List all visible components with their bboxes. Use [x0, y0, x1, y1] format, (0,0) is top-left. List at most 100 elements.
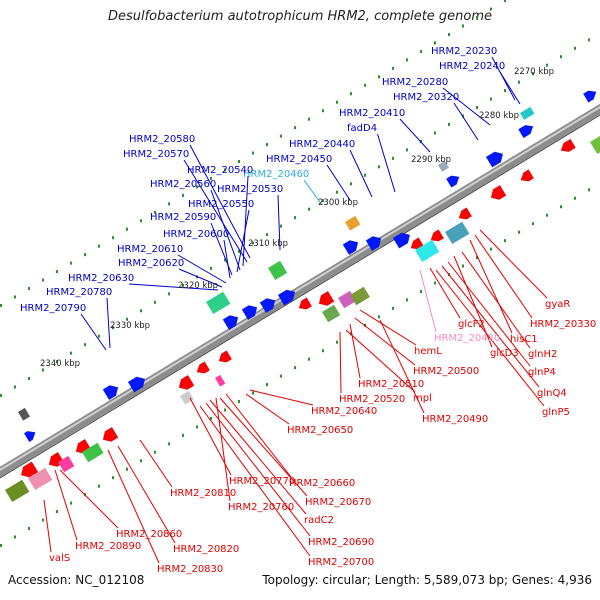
upper-label-connector [399, 118, 431, 153]
upper-gene-label: HRM2_20780 [46, 287, 112, 298]
gc-dot-upper [252, 241, 254, 245]
gc-dot-lower [350, 332, 352, 336]
gc-dot-outer [210, 176, 212, 180]
upper-gene-label: HRM2_20620 [118, 258, 184, 269]
lower-label-connector [107, 449, 160, 564]
gc-dot-upper [294, 216, 296, 220]
gc-dot-lower [98, 484, 100, 488]
gc-dot-upper [70, 351, 72, 355]
gc-dot-lower [14, 535, 16, 539]
upper-label-connector [236, 209, 250, 273]
kbp-tick-label: 2330 kbp [110, 321, 150, 331]
feature-block [589, 135, 600, 155]
upper-gene-label: HRM2_20410 [339, 108, 405, 119]
gc-dot-lower [336, 340, 338, 344]
forward-gene-arrow [518, 124, 534, 139]
gc-dot-lower [140, 459, 142, 463]
upper-gene-label: HRM2_20280 [382, 77, 448, 88]
gc-dot-lower [420, 289, 422, 293]
lower-label-connector [345, 329, 416, 393]
gc-dot-upper [518, 80, 520, 84]
gc-dot-upper [378, 165, 380, 169]
gc-dot-upper [322, 199, 324, 203]
reverse-gene-arrow [490, 184, 507, 200]
gc-dot-upper [588, 38, 590, 42]
kbp-ticks: 2270 kbp 2280 kbp 2290 kbp 2300 kbp 2310 kbp… [40, 67, 554, 369]
gc-dot-upper [350, 182, 352, 186]
upper-label-connector [349, 149, 373, 198]
reverse-gene-arrow [520, 169, 535, 182]
gc-dot-lower [406, 298, 408, 302]
feature-block [445, 221, 470, 245]
gc-dot-outer [392, 66, 394, 70]
upper-gene-label: HRM2_20540 [187, 165, 253, 176]
lower-gene-label: valS [49, 553, 70, 564]
lower-gene-label: hemL [414, 346, 442, 357]
lower-gene-label: HRM2_20490 [422, 414, 488, 425]
lower-label-connector [441, 265, 540, 388]
feature-block [215, 374, 226, 387]
lower-label-connector [54, 469, 78, 541]
lower-gene-label: glnH2 [528, 349, 557, 360]
feature-block [322, 304, 341, 323]
gc-dot-lower [112, 476, 114, 480]
gc-dot-lower [182, 433, 184, 437]
gc-dot-lower [42, 518, 44, 522]
gc-dot-lower [168, 442, 170, 446]
gc-dot-upper [84, 343, 86, 347]
forward-gene-arrow [127, 376, 146, 393]
upper-label-connector [80, 313, 107, 351]
feature-block [58, 455, 75, 473]
gc-dot-lower [490, 247, 492, 251]
gc-dot-upper [154, 300, 156, 304]
gc-dot-outer [14, 295, 16, 299]
kbp-tick-label: 2310 kbp [248, 239, 288, 249]
gc-dot-upper [224, 258, 226, 262]
upper-label-connector [303, 179, 323, 206]
gc-dot-outer [434, 41, 436, 45]
lower-gene-label: glnQ4 [537, 388, 567, 399]
gc-dot-upper [476, 106, 478, 110]
lower-gene-label: HRM2_20810 [170, 488, 236, 499]
gc-dot-lower [224, 408, 226, 412]
gc-dot-outer [336, 100, 338, 104]
gc-dot-outer [378, 75, 380, 79]
lower-label-connector [429, 267, 461, 319]
lower-gene-label: HRM2_20830 [157, 564, 223, 575]
gc-dot-lower [532, 222, 534, 226]
reverse-gene-arrow [102, 426, 119, 442]
gc-dot-lower [322, 349, 324, 353]
forward-gene-arrow [259, 298, 276, 314]
gc-dot-upper [434, 131, 436, 135]
gc-dot-upper [168, 292, 170, 296]
map-title: Desulfobacterium autotrophicum HRM2, com… [107, 9, 493, 24]
gc-dot-upper [56, 360, 58, 364]
gc-dot-upper [112, 326, 114, 330]
gc-dot-upper [490, 97, 492, 101]
gc-dot-outer [28, 287, 30, 291]
lower-label-connector [215, 397, 231, 502]
upper-gene-label: HRM2_20590 [150, 212, 216, 223]
upper-label-connector [442, 87, 491, 126]
gc-dot-lower [462, 264, 464, 268]
feature-block [414, 239, 440, 263]
gc-dot-outer [70, 261, 72, 265]
lower-gene-label: HRM2_20660 [289, 478, 355, 489]
gc-dot-upper [126, 317, 128, 321]
kbp-tick-label: 2340 kbp [40, 359, 80, 369]
gc-dot-outer [154, 210, 156, 214]
forward-gene-arrow [23, 430, 36, 443]
gc-dot-outer [504, 0, 506, 3]
gc-dot-outer [238, 160, 240, 163]
reverse-gene-arrow [318, 290, 335, 306]
gc-dot-outer [476, 16, 478, 20]
lower-gene-label: HRM2_20640 [311, 406, 377, 417]
forward-gene-arrow [222, 315, 239, 331]
gc-dot-upper [560, 55, 562, 59]
gc-dot-lower [294, 366, 296, 370]
upper-gene-label: HRM2_20600 [163, 229, 229, 240]
lower-label-connector [139, 439, 173, 488]
upper-label-connector [242, 175, 249, 267]
lower-gene-label: HRM2_20670 [305, 497, 371, 508]
